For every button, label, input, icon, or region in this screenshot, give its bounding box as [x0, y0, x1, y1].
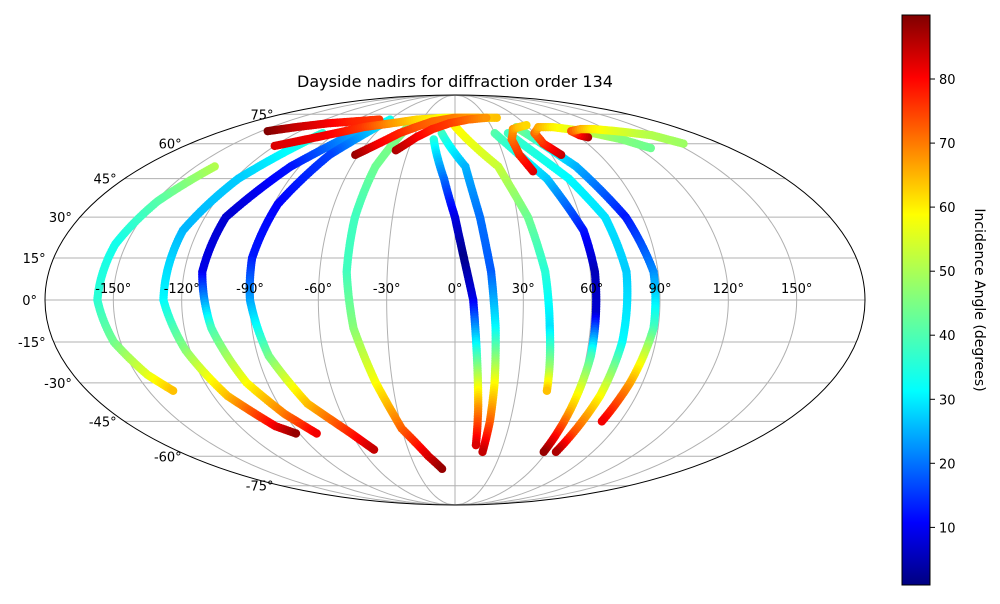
colorbar: 10 20 30 40 50 60 70 80 Incidence Angle (degree… — [901, 14, 987, 586]
lat-tick-label: 0° — [22, 294, 37, 309]
colorbar-tick-label: 40 — [939, 329, 956, 344]
data-point — [291, 429, 301, 438]
data-point — [478, 447, 487, 457]
data-point — [539, 447, 548, 457]
graticule — [45, 95, 865, 505]
data-point — [542, 386, 552, 395]
lon-tick-label: 120° — [713, 282, 744, 297]
lon-tick-label: -90° — [236, 282, 264, 297]
data-point — [597, 417, 607, 426]
map-boundary — [44, 94, 866, 506]
colorbar-tick-label: 10 — [939, 521, 956, 536]
lat-tick-label: 30° — [49, 211, 72, 226]
lon-tick-label: -30° — [373, 282, 401, 297]
lat-tick-label: -30° — [44, 377, 72, 392]
lon-tick-label: 30° — [512, 282, 535, 297]
latitude-tick-labels: 75° 60° 45° 30° 15° 0° -15° -30° -45° -60° -75° — [18, 108, 274, 494]
data-point — [471, 440, 481, 450]
data-point — [492, 113, 501, 122]
lat-tick-label: 45° — [94, 173, 117, 188]
data-point — [168, 386, 178, 395]
lat-tick-label: -60° — [154, 450, 182, 465]
lon-tick-label: -60° — [304, 282, 332, 297]
colorbar-tick-label: 30 — [939, 393, 956, 408]
lat-tick-label: 75° — [250, 108, 273, 123]
colorbar-tick-label: 70 — [939, 137, 956, 152]
chart-title: Dayside nadirs for diffraction order 134 — [297, 72, 613, 91]
data-point — [551, 447, 561, 457]
colorbar-tick-label: 80 — [939, 73, 956, 88]
colorbar-tick-label: 50 — [939, 265, 956, 280]
data-points — [93, 113, 688, 474]
colorbar-tick-label: 60 — [939, 201, 956, 216]
lon-tick-label: 60° — [580, 282, 603, 297]
lat-tick-label: -15° — [18, 336, 46, 351]
lat-tick-label: 15° — [23, 252, 46, 267]
lon-tick-label: -120° — [164, 282, 200, 297]
lat-tick-label: -75° — [246, 480, 274, 495]
data-point — [646, 143, 655, 153]
data-point — [369, 445, 379, 454]
data-point — [679, 139, 688, 148]
lat-tick-label: 60° — [159, 138, 182, 153]
lat-tick-label: -45° — [89, 415, 117, 430]
data-point — [437, 464, 447, 474]
colorbar-tick-label: 20 — [939, 457, 956, 472]
longitude-tick-labels: -150° -120° -90° -60° -30° 0° 30° 60° 90° 120° 150… — [95, 282, 812, 297]
lon-tick-label: 90° — [648, 282, 671, 297]
lon-tick-label: -150° — [95, 282, 131, 297]
colorbar-ticks: 10 20 30 40 50 60 70 80 — [930, 73, 956, 536]
data-point — [522, 121, 531, 130]
lon-tick-label: 150° — [781, 282, 812, 297]
colorbar-label: Incidence Angle (degrees) — [971, 208, 987, 391]
data-point — [312, 429, 321, 438]
data-point — [482, 113, 491, 122]
colorbar-gradient — [901, 14, 931, 586]
lon-tick-label: 0° — [448, 282, 463, 297]
